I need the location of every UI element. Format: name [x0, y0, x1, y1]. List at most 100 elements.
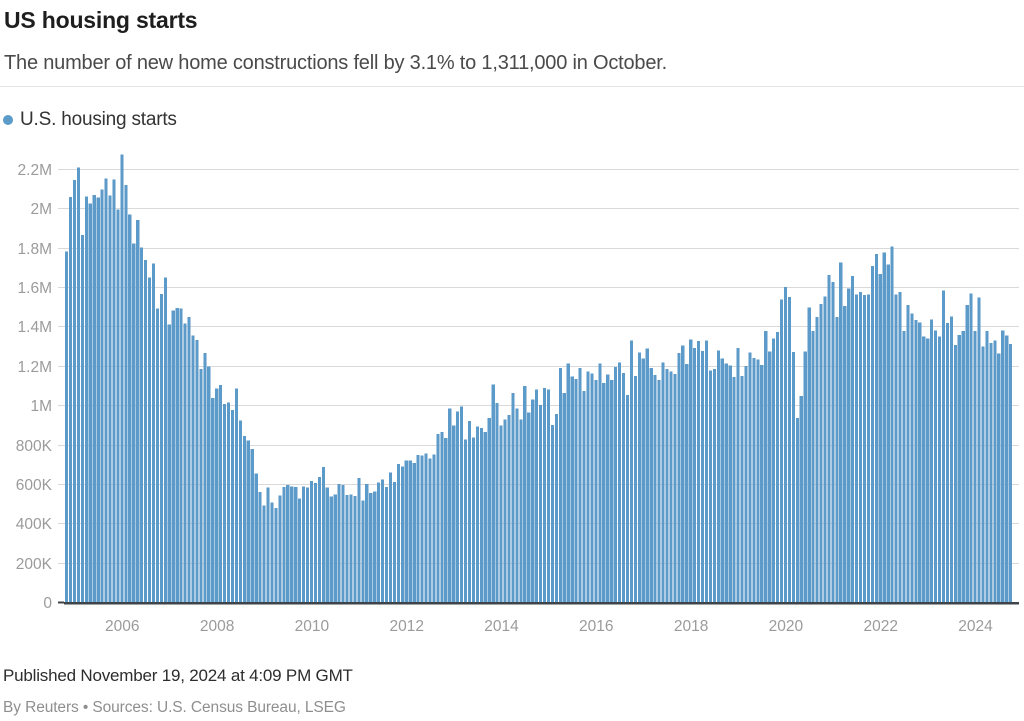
- legend-label: U.S. housing starts: [20, 109, 177, 130]
- bar-2009-01: [262, 505, 266, 602]
- bar-2007-03: [175, 307, 179, 602]
- bar-2024-10: [1009, 343, 1013, 602]
- x-tick-label-2022: 2022: [863, 618, 897, 635]
- bar-2014-03: [507, 415, 511, 602]
- bar-2015-04: [558, 367, 562, 602]
- y-tick-label: 1.2M: [18, 359, 52, 376]
- bar-2010-04: [321, 466, 325, 602]
- bar-2006-06: [140, 247, 144, 602]
- bar-2017-05: [657, 379, 661, 602]
- x-tick-label-2020: 2020: [769, 618, 804, 635]
- bar-2011-06: [377, 482, 381, 602]
- chart-title: US housing starts: [4, 7, 198, 33]
- bar-2014-02: [503, 419, 507, 602]
- bar-2024-05: [989, 343, 993, 602]
- bar-2007-06: [187, 317, 191, 602]
- bar-2010-03: [317, 476, 321, 602]
- bar-2021-10: [866, 294, 870, 602]
- bar-2011-07: [381, 479, 385, 602]
- y-tick-label: 1.8M: [18, 241, 52, 258]
- bar-2014-05: [515, 408, 519, 602]
- bar-2005-11: [112, 179, 116, 602]
- bar-2020-10: [819, 304, 823, 602]
- chart-subtitle: The number of new home constructions fel…: [4, 52, 667, 74]
- bar-2005-04: [84, 196, 88, 603]
- bar-2017-01: [641, 358, 645, 602]
- bar-2017-12: [685, 363, 689, 602]
- bar-2016-09: [625, 394, 630, 602]
- bar-2023-01: [926, 338, 930, 602]
- bar-2006-10: [155, 308, 159, 602]
- x-tick-label-2012: 2012: [389, 618, 423, 635]
- bar-2010-06: [329, 496, 333, 602]
- bar-2017-06: [661, 362, 665, 602]
- bar-2019-01: [736, 347, 740, 602]
- bar-2012-08: [432, 454, 436, 602]
- bar-2008-05: [230, 410, 235, 602]
- bar-2017-07: [665, 368, 669, 602]
- bar-2021-05: [847, 288, 851, 602]
- bar-2019-11: [776, 332, 780, 602]
- bar-2018-08: [716, 350, 720, 602]
- bar-2024-07: [997, 353, 1001, 602]
- bar-2009-06: [282, 486, 286, 602]
- housing-starts-bar-chart: 0 200K 400K 600K 800K 1M 1.2M 1.4M 1.6M 1.8M 2M 2.2…: [0, 140, 1024, 645]
- published-date: Published November 19, 2024 at 4:09 PM G…: [3, 666, 353, 685]
- bar-2007-01: [167, 324, 171, 602]
- bar-2021-06: [851, 275, 855, 602]
- bar-2013-02: [456, 411, 460, 602]
- x-tick-label-2006: 2006: [105, 618, 139, 635]
- bar-2022-09: [910, 313, 914, 602]
- bar-2020-12: [827, 275, 831, 602]
- bar-2011-05: [373, 491, 377, 602]
- bar-2022-04: [890, 246, 894, 602]
- bar-2023-07: [949, 316, 953, 602]
- bar-2017-03: [649, 367, 653, 602]
- bar-2012-05: [420, 455, 424, 602]
- bar-2011-09: [388, 472, 393, 602]
- bar-2019-10: [772, 338, 776, 602]
- bar-2014-12: [542, 388, 547, 602]
- x-tick-label-2008: 2008: [200, 618, 234, 635]
- bar-2005-10: [108, 195, 112, 602]
- bar-2024-04: [985, 330, 989, 602]
- bar-2013-12: [495, 403, 499, 602]
- bar-2024-09: [1005, 335, 1009, 602]
- legend-marker-icon: [3, 115, 13, 125]
- bar-2021-04: [843, 305, 847, 602]
- bar-2008-10: [250, 449, 254, 602]
- bar-2008-02: [219, 384, 223, 602]
- bar-2015-08: [574, 379, 578, 602]
- bar-2021-08: [858, 291, 863, 602]
- bar-2013-03: [460, 406, 464, 602]
- bar-2012-09: [436, 433, 440, 602]
- bar-2018-09: [720, 358, 724, 602]
- bar-2019-08: [764, 330, 768, 602]
- bar-2016-07: [618, 362, 622, 602]
- bar-2014-01: [499, 425, 503, 602]
- bar-2020-08: [811, 331, 815, 602]
- bar-2008-07: [238, 420, 242, 602]
- bar-2004-12: [68, 197, 73, 602]
- bar-2011-03: [365, 483, 369, 602]
- bar-2024-01: [973, 331, 977, 602]
- bar-2005-02: [76, 167, 80, 602]
- bar-2017-09: [673, 374, 677, 602]
- bar-2008-11: [254, 473, 258, 602]
- bar-2009-03: [270, 502, 274, 602]
- bar-2021-07: [855, 294, 859, 602]
- bar-2007-12: [211, 397, 215, 602]
- bar-2011-12: [400, 466, 404, 602]
- bar-2007-10: [203, 353, 207, 602]
- bar-2018-02: [693, 348, 697, 602]
- bar-2016-03: [602, 382, 606, 602]
- bar-2015-12: [590, 373, 594, 602]
- y-tick-label: 0: [43, 595, 52, 612]
- bar-2012-06: [424, 453, 428, 602]
- bar-2015-10: [582, 391, 586, 602]
- bar-2020-09: [815, 317, 819, 602]
- x-tick-label-2016: 2016: [579, 618, 613, 635]
- y-tick-label: 1.4M: [18, 319, 52, 336]
- bar-2024-03: [981, 346, 985, 602]
- bar-2009-02: [266, 487, 270, 602]
